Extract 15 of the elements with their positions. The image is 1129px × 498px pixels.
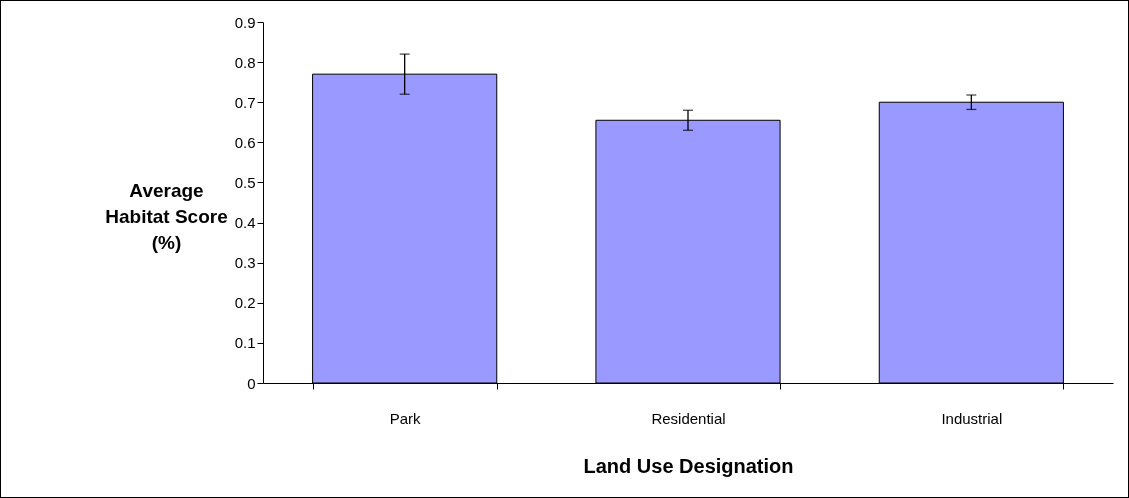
y-tick-label: 0.6 xyxy=(234,133,256,151)
y-tick-label: 0.2 xyxy=(234,294,256,312)
y-tick-label: 0.3 xyxy=(234,254,256,272)
x-axis-title: Land Use Designation xyxy=(583,454,794,477)
x-tick-label: Industrial xyxy=(941,409,1003,427)
y-tick-label: 0.4 xyxy=(234,214,256,232)
y-tick-label: 0.8 xyxy=(234,53,256,71)
y-tick-label: 0.9 xyxy=(234,13,256,31)
x-tick-label: Park xyxy=(389,409,422,427)
x-tick-label: Residential xyxy=(651,409,726,427)
y-tick-label: 0 xyxy=(247,374,256,392)
y-axis-title: Average Habitat Score (%) xyxy=(105,179,228,253)
y-tick-label: 0.1 xyxy=(234,334,256,352)
y-tick-label: 0.5 xyxy=(234,173,256,191)
y-tick-label: 0.7 xyxy=(234,93,256,111)
